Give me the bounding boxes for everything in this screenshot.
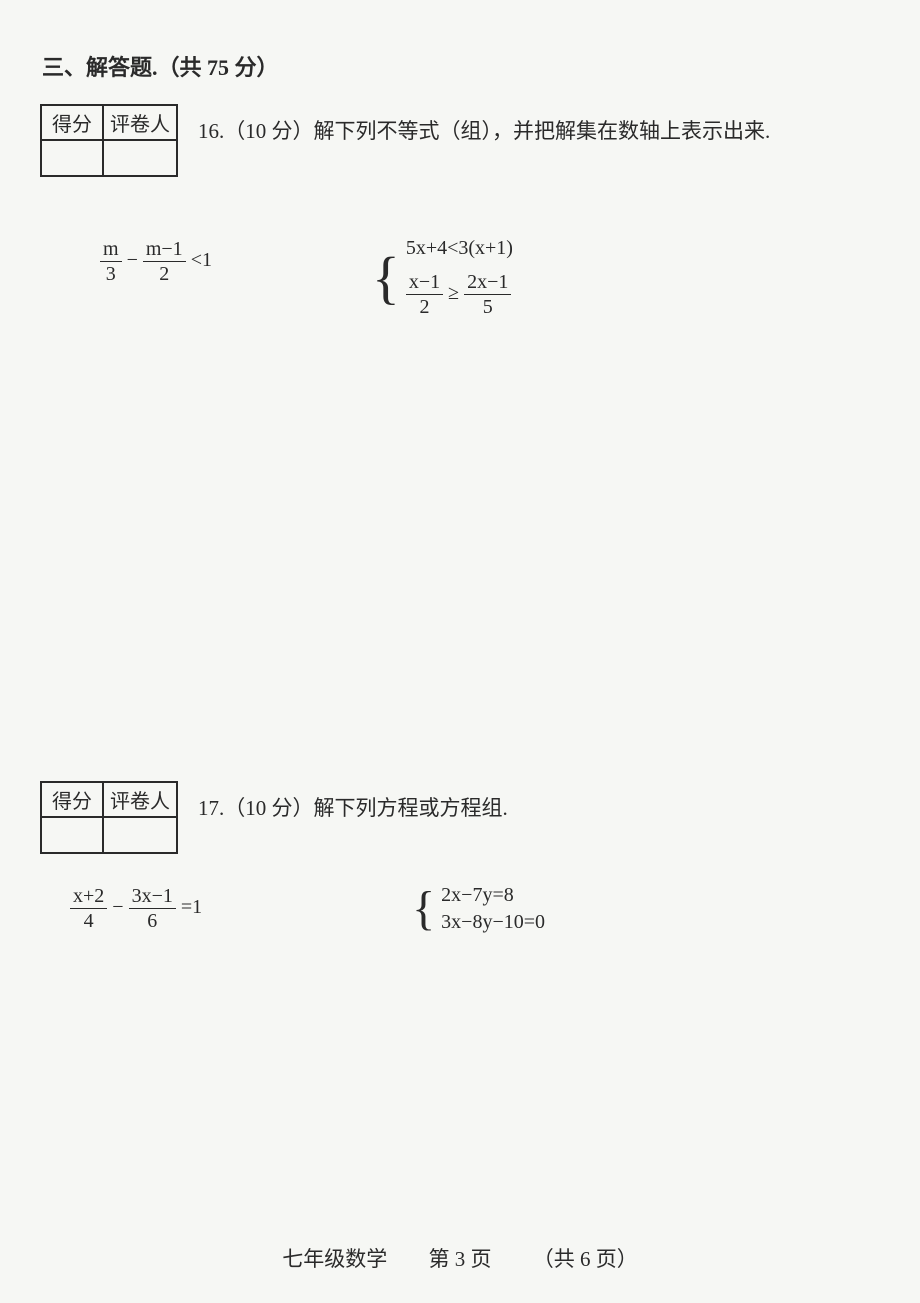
frac-bot: 2 xyxy=(406,295,443,319)
reviewer-cell xyxy=(103,817,177,853)
q16-header: 得分 评卷人 16.（10 分）解下列不等式（组），并把解集在数轴上表示出来. xyxy=(40,102,880,177)
q17-text: 17.（10 分）解下列方程或方程组. xyxy=(198,779,880,827)
minus-sign: − xyxy=(112,896,123,918)
footer-total: （共 6 页） xyxy=(533,1247,638,1271)
reviewer-col-header: 评卷人 xyxy=(103,782,177,817)
score-col-header: 得分 xyxy=(41,105,103,140)
q17-equation-1: x+2 4 − 3x−1 6 =1 xyxy=(70,884,202,933)
q16-math-row: m 3 − m−1 2 <1 { 5x+4<3(x+1) x−1 2 ≥ xyxy=(100,237,880,319)
frac-top: x−1 xyxy=(406,270,443,295)
rhs: =1 xyxy=(181,896,202,918)
q17-sys-line2: 3x−8y−10=0 xyxy=(441,911,545,934)
q17-math-row: x+2 4 − 3x−1 6 =1 { 2x−7y=8 3x−8y−10=0 xyxy=(70,884,880,934)
q16-sys-line2: x−1 2 ≥ 2x−1 5 xyxy=(406,270,513,319)
frac-bot: 5 xyxy=(464,295,511,319)
frac-bot: 3 xyxy=(100,262,122,286)
q17-header: 得分 评卷人 17.（10 分）解下列方程或方程组. xyxy=(40,779,880,854)
score-table-q17: 得分 评卷人 xyxy=(40,781,178,854)
score-cell xyxy=(41,140,103,176)
q16-text: 16.（10 分）解下列不等式（组），并把解集在数轴上表示出来. xyxy=(198,102,880,150)
frac-top: 3x−1 xyxy=(129,884,176,909)
score-col-header: 得分 xyxy=(41,782,103,817)
footer-page: 第 3 页 xyxy=(429,1247,492,1271)
left-brace-icon: { xyxy=(372,237,400,319)
section-title: 三、解答题.（共 75 分） xyxy=(42,50,880,82)
q16-inequality-1: m 3 − m−1 2 <1 xyxy=(100,237,212,286)
score-cell xyxy=(41,817,103,853)
frac-top: x+2 xyxy=(70,884,107,909)
q16-sys-line1: 5x+4<3(x+1) xyxy=(406,237,513,260)
q16-system: { 5x+4<3(x+1) x−1 2 ≥ 2x−1 5 xyxy=(372,237,513,319)
minus-sign: − xyxy=(127,249,138,271)
q17-system: { 2x−7y=8 3x−8y−10=0 xyxy=(412,884,545,934)
frac-bot: 2 xyxy=(143,262,186,286)
relation: <1 xyxy=(191,249,212,271)
page-footer: 七年级数学 第 3 页 （共 6 页） xyxy=(0,1243,920,1273)
frac-bot: 6 xyxy=(129,909,176,933)
left-brace-icon: { xyxy=(412,884,435,934)
exam-page: 三、解答题.（共 75 分） 得分 评卷人 16.（10 分）解下列不等式（组）… xyxy=(0,0,920,1303)
frac-top: m xyxy=(100,237,122,262)
relation: ≥ xyxy=(448,282,459,304)
frac-bot: 4 xyxy=(70,909,107,933)
reviewer-cell xyxy=(103,140,177,176)
q17-sys-line1: 2x−7y=8 xyxy=(441,884,545,907)
score-table-q16: 得分 评卷人 xyxy=(40,104,178,177)
frac-top: 2x−1 xyxy=(464,270,511,295)
footer-subject: 七年级数学 xyxy=(282,1247,387,1271)
reviewer-col-header: 评卷人 xyxy=(103,105,177,140)
frac-top: m−1 xyxy=(143,237,186,262)
